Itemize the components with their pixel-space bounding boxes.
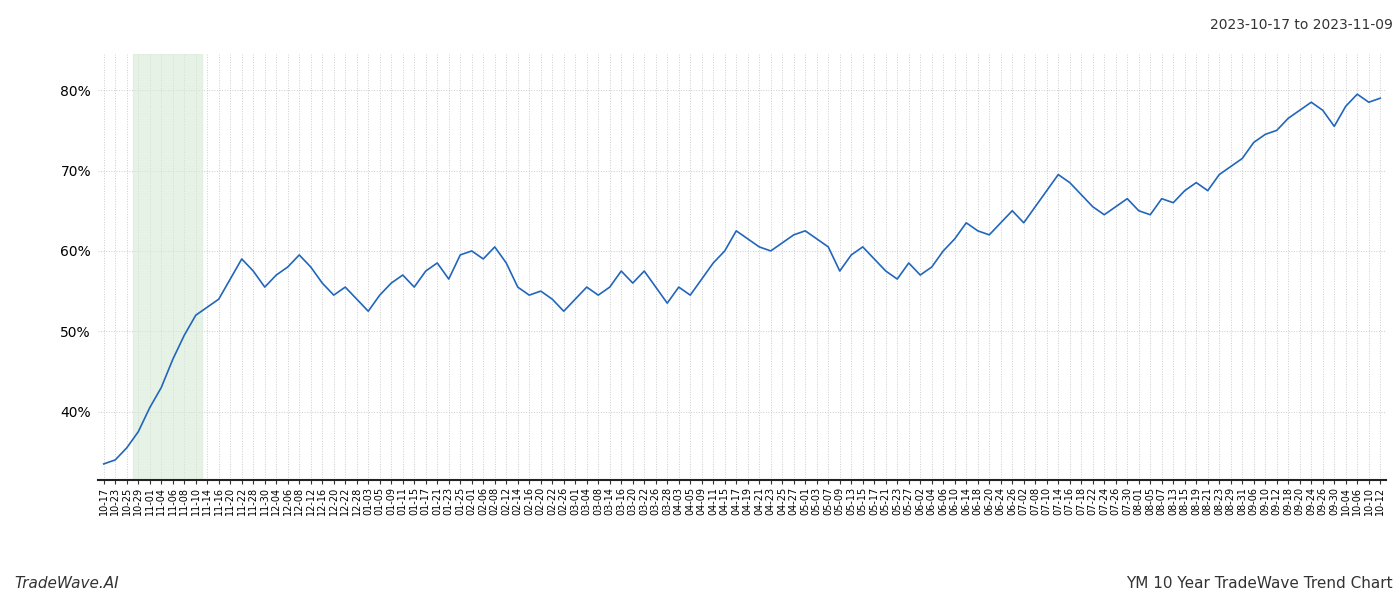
Text: TradeWave.AI: TradeWave.AI — [14, 576, 119, 591]
Text: YM 10 Year TradeWave Trend Chart: YM 10 Year TradeWave Trend Chart — [1127, 576, 1393, 591]
Bar — [133, 54, 202, 480]
Text: 2023-10-17 to 2023-11-09: 2023-10-17 to 2023-11-09 — [1210, 18, 1393, 32]
